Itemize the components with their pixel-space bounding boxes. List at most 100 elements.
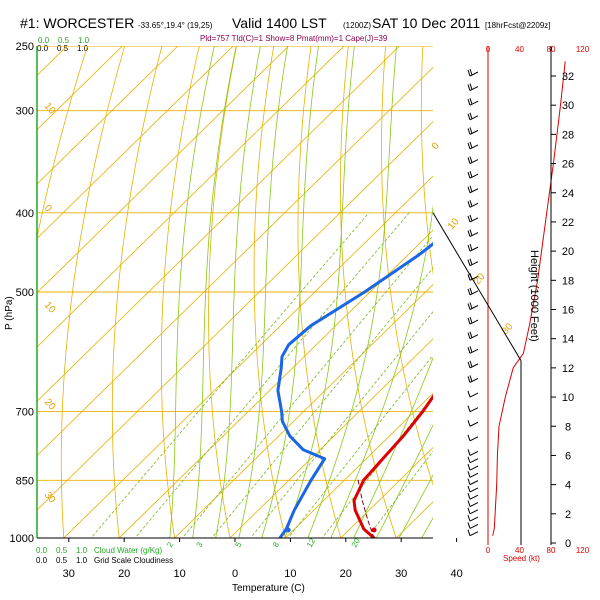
wind-barb — [467, 456, 479, 464]
barb-flag — [467, 317, 471, 325]
barb-flag — [467, 507, 471, 514]
barb-flag — [467, 493, 471, 500]
barb-shaft — [469, 472, 479, 478]
mixing-ratio-line — [211, 267, 433, 538]
wind-barb — [467, 478, 479, 486]
barb-shaft — [469, 100, 479, 106]
barb-flag — [467, 376, 471, 383]
cloud-scale-top-left-black: 0.0 — [37, 44, 49, 53]
cloud-scale-bottom-1: 1.0 — [76, 546, 88, 555]
barb-shaft — [469, 407, 479, 413]
x-tick-label: 20 — [340, 568, 352, 580]
barb-flag — [467, 171, 471, 179]
dry-adiabat-line — [208, 46, 237, 538]
barb-shaft — [469, 458, 479, 464]
moist-adiabat-line — [330, 204, 433, 538]
barb-shaft — [469, 217, 479, 223]
isotherm-line — [37, 46, 68, 77]
wind-barb — [467, 214, 479, 223]
height-tick-label: 28 — [562, 129, 574, 141]
barb-shaft — [469, 502, 479, 507]
barb-flag — [467, 303, 471, 310]
height-tick-label: 8 — [565, 421, 571, 433]
barb-shaft — [469, 290, 479, 296]
isotherm-line — [63, 175, 433, 538]
barb-flag — [467, 478, 471, 485]
wind-barb — [467, 405, 479, 413]
moist-adiabat-line — [398, 474, 433, 538]
axes: 30 20 10 0 10 20 30 401000850700500400300250024… — [10, 41, 575, 580]
height-tick-label: 14 — [562, 334, 574, 346]
isotherm-line — [489, 32, 600, 556]
height-axis-title: Height (1000 Feet) — [528, 250, 540, 342]
height-tick-label: 16 — [562, 305, 574, 317]
barb-flag — [467, 514, 471, 522]
barb-flag — [467, 529, 471, 536]
barb-flag — [467, 456, 471, 463]
wind-barb — [467, 463, 479, 471]
isotherm-line — [284, 392, 433, 538]
barb-flag — [467, 113, 471, 120]
wind-barb — [467, 316, 479, 325]
height-tick-label: 12 — [562, 363, 574, 375]
temperature-surface-marker — [371, 527, 377, 533]
barb-flag — [469, 316, 473, 324]
wind-barbs — [467, 68, 479, 537]
barb-flag — [469, 98, 473, 105]
forecast-hour: [18hrFcst@2209z] — [485, 21, 550, 30]
barb-flag — [467, 347, 471, 354]
barb-flag — [469, 127, 473, 134]
wind-barb — [467, 112, 479, 121]
isotherm-line — [118, 229, 433, 538]
barb-flag — [469, 258, 473, 265]
barb-flag — [467, 332, 471, 339]
isotherm-line — [37, 46, 234, 239]
isotherm-line — [37, 46, 124, 131]
barb-flag — [467, 157, 471, 164]
moist-adiabat-line — [353, 356, 433, 538]
barb-flag — [467, 463, 471, 471]
barb-flag — [467, 69, 471, 77]
wind-barb — [467, 127, 479, 135]
height-tick-label: 6 — [565, 450, 571, 462]
height-tick-label: 30 — [562, 100, 574, 112]
wind-barb — [467, 500, 479, 507]
wind-barb — [467, 514, 479, 522]
pressure-tick-label: 250 — [16, 41, 34, 53]
moist-adiabat-label: 20 — [472, 271, 488, 287]
parcel-line — [357, 479, 375, 538]
height-tick-label: 4 — [565, 480, 571, 492]
height-tick-label: 20 — [562, 246, 574, 258]
barb-flag — [467, 84, 471, 91]
wind-barb — [467, 156, 479, 165]
cloudiness-bottom-05: 0.5 — [56, 556, 68, 565]
moist-adiabat-line — [284, 46, 355, 538]
barb-flag — [469, 156, 473, 163]
wind-barb — [467, 185, 479, 194]
panel-connector-line — [432, 212, 522, 361]
isotherm-line — [37, 66, 433, 457]
dry-adiabat-line — [60, 46, 126, 538]
speed-tick-top: 40 — [515, 45, 524, 54]
speed-tick-bottom: 80 — [547, 546, 556, 555]
pressure-tick-label: 700 — [16, 406, 34, 418]
mixing-ratio-line — [181, 234, 433, 538]
wind-barb — [467, 360, 479, 369]
moist-adiabat-label: 10 — [446, 216, 462, 232]
station-title: #1: WORCESTER — [20, 15, 134, 31]
moist-adiabat-line — [434, 32, 600, 556]
barb-shaft — [469, 159, 479, 165]
wind-barb — [467, 170, 479, 179]
cloud-scale-top-left: 0.0 — [38, 36, 50, 45]
mixing-ratio-label: 2 — [165, 540, 175, 549]
dry-adiabat-label: 0 — [42, 203, 54, 215]
height-tick-label: 32 — [562, 71, 574, 83]
wind-barb — [467, 471, 479, 478]
barb-shaft — [469, 363, 479, 369]
moist-adiabat-line — [169, 46, 215, 538]
wind-barb — [467, 258, 479, 267]
dewpoint-surface-marker — [285, 527, 291, 533]
barb-flag — [467, 244, 471, 252]
valid-time: Valid 1400 LST — [232, 15, 327, 31]
